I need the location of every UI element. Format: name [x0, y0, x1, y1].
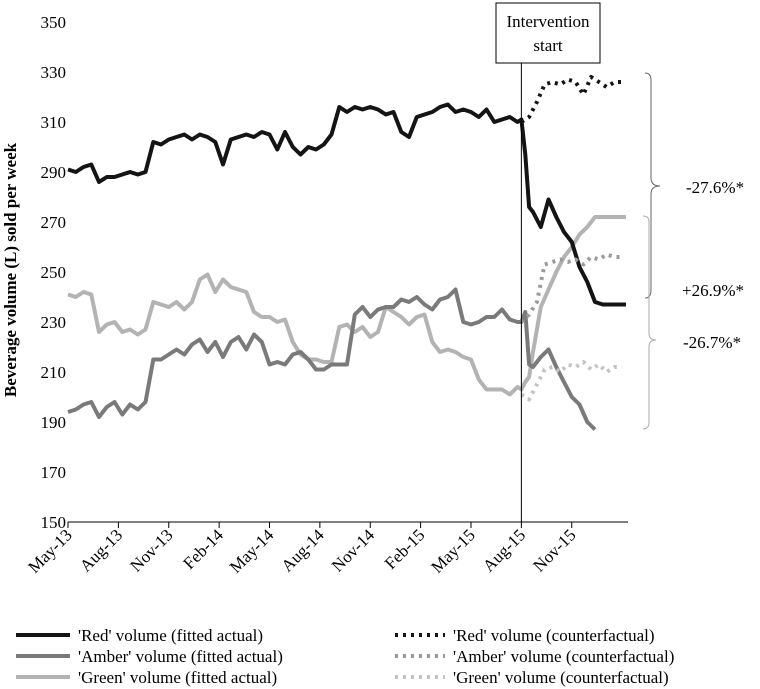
series-line-green-actual	[67, 215, 626, 397]
y-tick-label: 310	[41, 113, 67, 132]
x-tick-label: May-13	[24, 525, 75, 576]
legend-item-red-actual: 'Red' volume (fitted actual)	[16, 626, 263, 645]
y-tick-label: 190	[41, 413, 67, 432]
y-tick-label: 330	[41, 63, 67, 82]
legend-label: 'Amber' volume (fitted actual)	[78, 647, 283, 666]
y-tick-label: 150	[41, 513, 67, 532]
legend-label: 'Red' volume (fitted actual)	[78, 626, 263, 645]
brace-red	[644, 72, 661, 299]
x-tick-label: Nov-13	[126, 525, 176, 575]
series-line-red-actual	[67, 102, 626, 307]
legend-label: 'Amber' volume (counterfactual)	[453, 647, 674, 666]
y-axis-ticks: 150 170 190 210 230 250 270 290 310 330 350	[41, 13, 67, 532]
legend-item-green-counterfactual: 'Green' volume (counterfactual)	[395, 668, 669, 687]
y-tick-label: 290	[41, 163, 67, 182]
y-tick-label: 210	[41, 363, 67, 382]
x-tick-label: May-14	[226, 525, 278, 577]
y-axis-label: Beverage volume (L) sold per week	[1, 142, 20, 397]
legend-item-amber-counterfactual: 'Amber' volume (counterfactual)	[395, 647, 674, 666]
intervention-label-box	[495, 2, 601, 64]
intervention-marker: Intervention start	[495, 2, 601, 522]
legend-item-amber-actual: 'Amber' volume (fitted actual)	[16, 647, 283, 666]
annotation-green: +26.9%*	[682, 281, 744, 300]
x-tick-label: May-15	[427, 525, 478, 576]
legend-item-green-actual: 'Green' volume (fitted actual)	[16, 668, 277, 687]
legend-item-red-counterfactual: 'Red' volume (counterfactual)	[395, 626, 655, 645]
x-tick-label: Aug-13	[76, 525, 126, 575]
x-tick-label: Feb-14	[179, 525, 227, 573]
y-tick-label: 250	[41, 263, 67, 282]
annotation-amber: -26.7%*	[683, 333, 741, 352]
series-line-amber-actual	[67, 287, 597, 431]
legend-label: 'Green' volume (counterfactual)	[453, 668, 669, 687]
y-tick-label: 230	[41, 313, 67, 332]
x-tick-label: Feb-15	[381, 525, 428, 572]
series-line-red-counterfactual	[520, 75, 623, 124]
series-lines	[67, 75, 626, 431]
x-tick-label: Aug-15	[479, 525, 529, 575]
y-tick-label: 270	[41, 213, 67, 232]
series-line-amber_cf-counterfactual	[520, 252, 623, 324]
x-tick-label: Aug-14	[278, 525, 329, 576]
annotation-braces: -27.6%* +26.9%* -26.7%*	[642, 72, 744, 430]
y-tick-label: 170	[41, 463, 67, 482]
legend-label: 'Red' volume (counterfactual)	[453, 626, 655, 645]
legend-label: 'Green' volume (fitted actual)	[78, 668, 277, 687]
x-tick-label: Nov-14	[328, 525, 379, 576]
intervention-label-line2: start	[533, 36, 563, 55]
annotation-red: -27.6%*	[686, 178, 744, 197]
intervention-label-line1: Intervention	[506, 12, 590, 31]
legend: 'Red' volume (fitted actual) 'Amber' vol…	[16, 626, 674, 687]
brace-green	[642, 215, 657, 430]
y-tick-label: 350	[41, 13, 67, 32]
x-tick-label: Nov-15	[529, 525, 579, 575]
